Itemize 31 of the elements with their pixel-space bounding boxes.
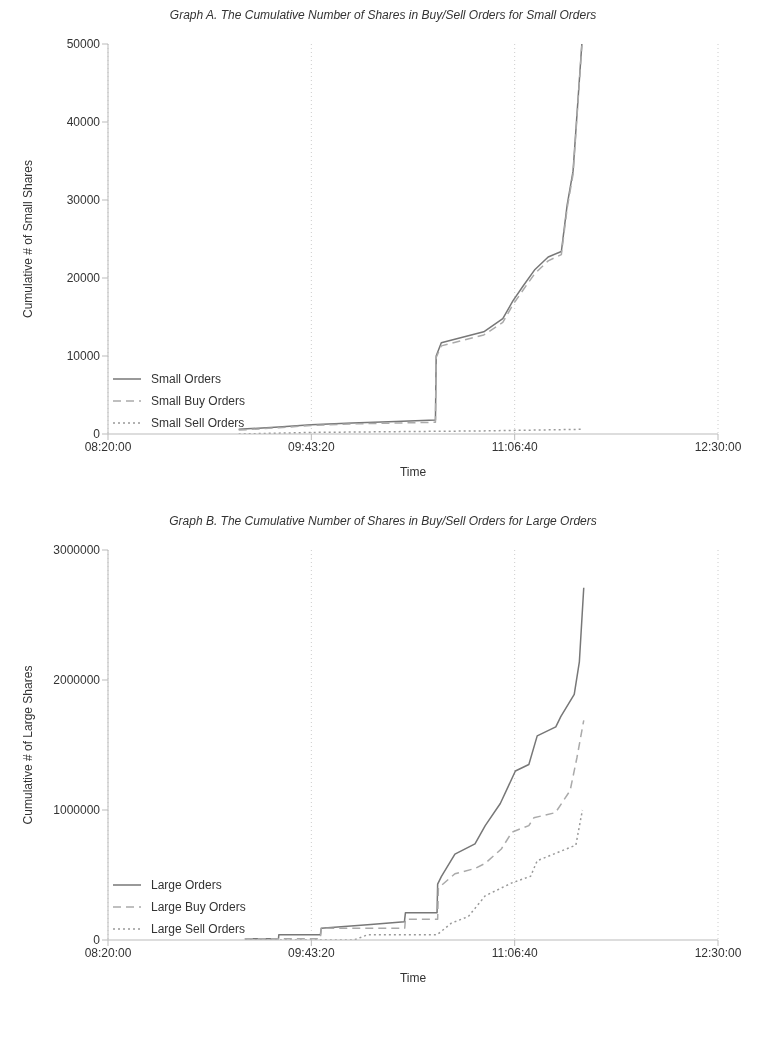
- x-tick-label: 11:06:40: [491, 439, 538, 454]
- y-tick-label: 0: [93, 427, 101, 442]
- x-tick-label: 12:30:00: [694, 439, 742, 454]
- y-tick-label: 2000000: [53, 673, 101, 688]
- y-tick-label: 10000: [66, 349, 101, 364]
- y-tick-label: 50000: [66, 37, 101, 52]
- line-series: [244, 719, 585, 940]
- x-tick-label: 12:30:00: [694, 945, 742, 960]
- x-axis-title: Time: [399, 465, 427, 479]
- x-tick-label: 08:20:00: [84, 439, 132, 454]
- x-tick-label: 11:06:40: [491, 945, 538, 960]
- legend-label: Small Buy Orders: [151, 394, 246, 408]
- chart-title: Graph A. The Cumulative Number of Shares in Buy/Sell Orders for Small Orders: [168, 8, 598, 24]
- y-tick-label: 3000000: [53, 543, 101, 558]
- y-tick-label: 40000: [66, 115, 101, 130]
- x-axis-title: Time: [399, 971, 427, 985]
- y-tick-label: 1000000: [53, 803, 101, 818]
- legend-label: Small Sell Orders: [151, 416, 245, 430]
- chart-title: Graph B. The Cumulative Number of Shares in Buy/Sell Orders for Large Orders: [168, 514, 598, 530]
- y-tick-label: 20000: [66, 271, 101, 286]
- y-axis-title: Cumulative # of Small Shares: [21, 159, 36, 319]
- legend-label: Large Sell Orders: [151, 922, 246, 936]
- legend-label: Large Orders: [151, 878, 222, 892]
- legend-label: Large Buy Orders: [151, 900, 246, 914]
- x-tick-label: 08:20:00: [84, 945, 132, 960]
- x-tick-label: 09:43:20: [287, 945, 336, 960]
- y-tick-label: 30000: [66, 193, 101, 208]
- legend-label: Small Orders: [151, 372, 222, 386]
- x-tick-label: 09:43:20: [287, 439, 336, 454]
- y-axis-title: Cumulative # of Large Shares: [21, 665, 36, 825]
- y-tick-label: 0: [93, 933, 101, 948]
